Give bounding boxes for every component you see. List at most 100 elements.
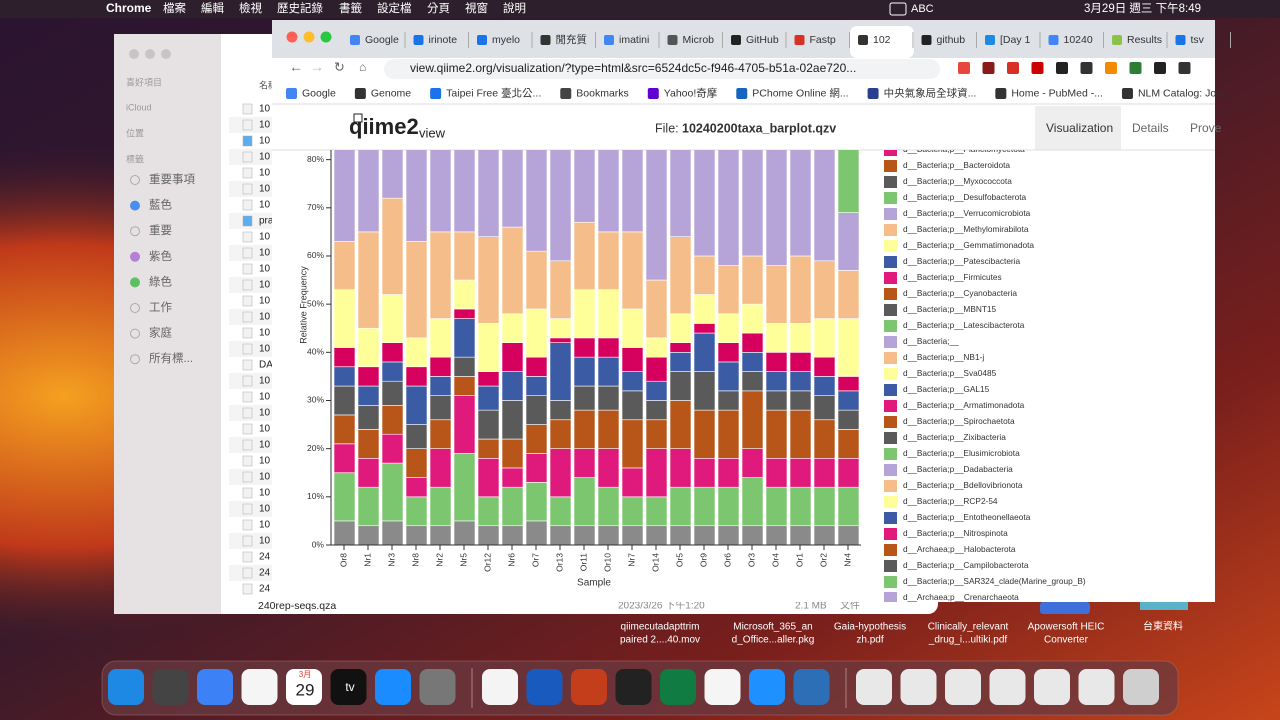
- dock-icon[interactable]: [1123, 669, 1159, 705]
- bookmark[interactable]: Bookmarks: [576, 87, 629, 99]
- desktop-file-label[interactable]: Gaia-hypothesis: [834, 622, 906, 633]
- clock[interactable]: 3月29日 週三 下午8:49: [1084, 1, 1201, 15]
- url[interactable]: view.qiime2.org/visualization/?type=html…: [410, 61, 856, 75]
- tab[interactable]: Google: [365, 34, 399, 46]
- sidebar-tag[interactable]: 綠色: [149, 274, 172, 288]
- file-name[interactable]: 10: [259, 392, 271, 403]
- desktop-file-label[interactable]: 台東資料: [1143, 620, 1183, 633]
- file-name[interactable]: 10: [259, 344, 271, 355]
- bookmark[interactable]: Taipei Free 臺北公...: [446, 86, 541, 99]
- tab[interactable]: imatini: [619, 34, 649, 46]
- bookmark[interactable]: Home - PubMed -...: [1011, 87, 1103, 99]
- desktop-file-label[interactable]: Converter: [1044, 635, 1089, 646]
- tab[interactable]: Microb: [683, 34, 715, 46]
- file-name[interactable]: pra: [259, 216, 274, 227]
- zoom-button[interactable]: [320, 31, 332, 43]
- menu-item[interactable]: 說明: [503, 2, 526, 15]
- forward-button[interactable]: →: [310, 59, 324, 75]
- dock-icon[interactable]: [375, 669, 411, 705]
- menu-item[interactable]: 視窗: [465, 1, 488, 15]
- file-name[interactable]: 10: [259, 328, 271, 339]
- bookmark[interactable]: PChome Online 網...: [752, 86, 848, 99]
- extension-icon[interactable]: [1007, 62, 1019, 74]
- back-button[interactable]: ←: [289, 59, 303, 75]
- file-name[interactable]: 10: [259, 504, 271, 515]
- dock-icon[interactable]: [571, 669, 607, 705]
- window-button[interactable]: [145, 49, 155, 59]
- desktop-file-label[interactable]: zh.pdf: [856, 635, 883, 646]
- extension-icon[interactable]: [1105, 62, 1117, 74]
- menu-item[interactable]: 書籤: [339, 1, 362, 15]
- file-name[interactable]: 10: [259, 248, 271, 259]
- menu-item[interactable]: 歷史記錄: [277, 1, 323, 15]
- desktop-file-label[interactable]: Clinically_relevant: [928, 622, 1009, 633]
- file-name[interactable]: DA: [259, 360, 273, 371]
- file-name[interactable]: 10: [259, 280, 271, 291]
- sidebar-tag[interactable]: 紫色: [149, 249, 172, 263]
- desktop-file-label[interactable]: qiimecutadapttrim: [621, 622, 700, 633]
- file-name[interactable]: 10: [259, 168, 271, 179]
- tab[interactable]: GitHub: [746, 34, 779, 46]
- dock-icon[interactable]: [900, 669, 937, 705]
- dock-icon[interactable]: [330, 669, 367, 705]
- file-name[interactable]: 240rep-seqs.qza: [258, 600, 336, 612]
- reload-button[interactable]: ↻: [334, 59, 345, 74]
- file-name[interactable]: 10: [259, 536, 271, 547]
- bookmark[interactable]: 中央氣象局全球資...: [884, 86, 977, 99]
- bookmark[interactable]: NLM Catalog: Jou...: [1138, 87, 1231, 99]
- sidebar-tag[interactable]: 重要: [149, 223, 172, 237]
- bookmark[interactable]: Genome: [371, 87, 411, 99]
- sidebar-tag[interactable]: 家庭: [149, 326, 172, 340]
- window-button[interactable]: [161, 49, 171, 59]
- sidebar-tag[interactable]: 所有標...: [149, 351, 193, 365]
- file-name[interactable]: 24: [259, 584, 271, 595]
- dock-icon[interactable]: [286, 669, 322, 705]
- desktop-file-label[interactable]: paired 2....40.mov: [620, 635, 700, 646]
- tab[interactable]: tsv: [1191, 34, 1205, 46]
- file-name[interactable]: 10: [259, 456, 271, 467]
- dock-icon[interactable]: [1078, 669, 1115, 705]
- bookmark[interactable]: Yahoo!奇摩: [664, 86, 718, 99]
- dock-icon[interactable]: [197, 669, 233, 705]
- dock-icon[interactable]: [660, 669, 696, 705]
- dock-icon[interactable]: [945, 669, 981, 705]
- extension-icon[interactable]: [1031, 62, 1044, 74]
- file-name[interactable]: 10: [259, 296, 271, 307]
- nav-tab[interactable]: Details: [1132, 121, 1169, 135]
- dock-icon[interactable]: [526, 669, 563, 705]
- sidebar-tag[interactable]: 工作: [149, 301, 172, 314]
- nav-tab[interactable]: Prove: [1190, 121, 1222, 135]
- file-name[interactable]: 24: [259, 568, 271, 579]
- desktop-file-label[interactable]: d_Office...aller.pkg: [732, 635, 815, 646]
- desktop-file-label[interactable]: _drug_i...ultiki.pdf: [928, 635, 1008, 646]
- dock-icon[interactable]: [108, 669, 144, 705]
- file-name[interactable]: 10: [259, 232, 271, 243]
- window-button[interactable]: [129, 49, 139, 59]
- file-name[interactable]: 10: [259, 120, 271, 131]
- minimize-button[interactable]: [303, 31, 315, 43]
- file-name[interactable]: 10: [259, 312, 271, 323]
- menu-item[interactable]: 分頁: [427, 2, 450, 15]
- dock-icon[interactable]: [152, 669, 189, 705]
- dock-icon[interactable]: [1034, 669, 1070, 705]
- dock-icon[interactable]: [241, 669, 278, 705]
- file-name[interactable]: 10: [259, 408, 271, 419]
- extension-icon[interactable]: [1080, 62, 1093, 74]
- tab[interactable]: myelo: [492, 34, 520, 46]
- dock-icon[interactable]: [615, 669, 652, 705]
- file-name[interactable]: 10: [259, 488, 271, 499]
- nav-tab[interactable]: Visualization: [1046, 121, 1113, 135]
- home-button[interactable]: ⌂: [359, 60, 366, 74]
- menu-item[interactable]: 檔案: [163, 1, 186, 15]
- tab[interactable]: 102: [873, 34, 891, 46]
- close-button[interactable]: [286, 31, 298, 43]
- tab[interactable]: Results: [1127, 34, 1162, 46]
- tab[interactable]: 10240: [1064, 34, 1093, 46]
- tab[interactable]: [Day 1: [1000, 34, 1031, 46]
- desktop-file-label[interactable]: Microsoft_365_an: [733, 622, 813, 633]
- dock-icon[interactable]: [989, 669, 1026, 705]
- file-name[interactable]: 10: [259, 472, 271, 483]
- file-name[interactable]: 10: [259, 136, 271, 147]
- tab[interactable]: Fastp: [810, 34, 836, 46]
- dock-icon[interactable]: [749, 669, 785, 705]
